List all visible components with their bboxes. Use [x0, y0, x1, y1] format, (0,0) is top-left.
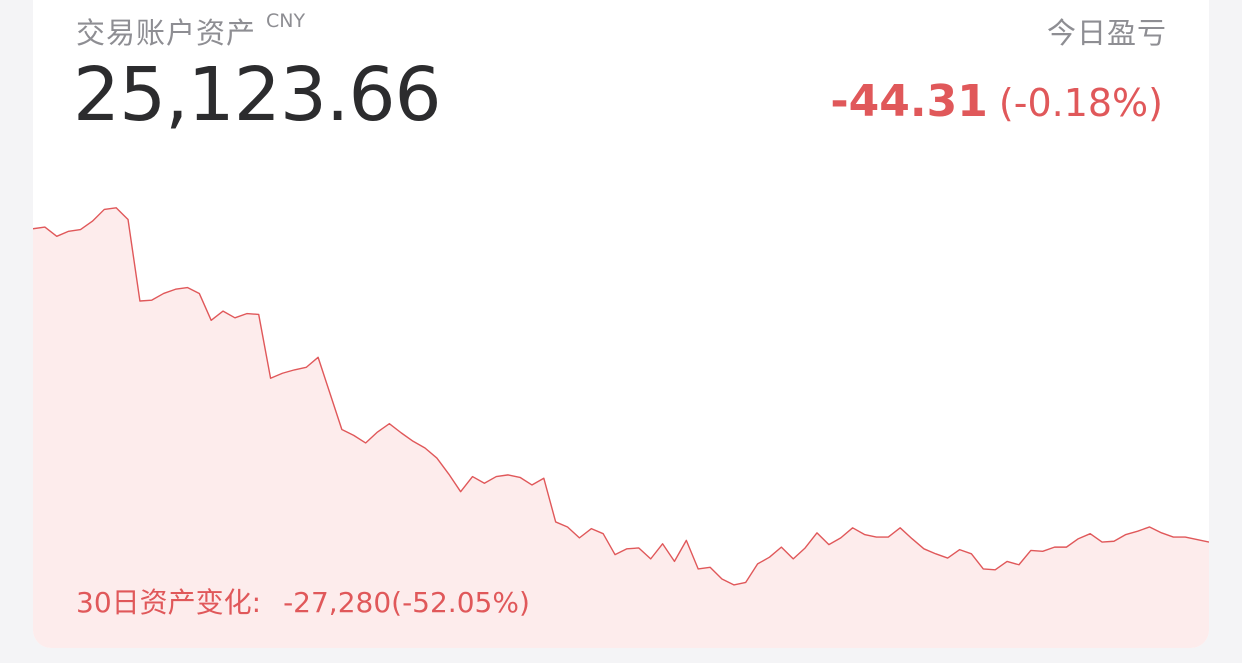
period-change-value: -27,280(-52.05%)	[283, 586, 530, 619]
account-title: 交易账户资产	[76, 16, 257, 50]
period-change-label: 30日资产变化:	[76, 586, 262, 619]
today-pnl-value: -44.31	[830, 76, 988, 127]
period-change: 30日资产变化: -27,280(-52.05%)	[76, 581, 530, 621]
account-balance: 25,123.66	[73, 52, 442, 138]
currency-code: CNY	[266, 10, 306, 32]
account-header: 交易账户资产 CNY	[76, 10, 305, 52]
asset-area-chart	[33, 207, 1209, 648]
chart-series-line	[33, 207, 1209, 586]
today-pnl: -44.31 (-0.18%)	[830, 76, 1163, 127]
today-pnl-percent: (-0.18%)	[998, 81, 1163, 125]
chart-area-fill	[33, 207, 1209, 648]
asset-card: 交易账户资产 CNY 25,123.66 今日盈亏 -44.31 (-0.18%…	[33, 0, 1209, 648]
today-pnl-label: 今日盈亏	[1046, 16, 1167, 50]
